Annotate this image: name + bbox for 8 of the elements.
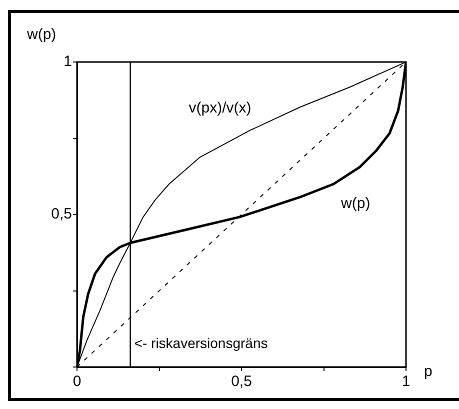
y-axis-title: w(p) (26, 26, 56, 44)
ref-line-label: <- riskaversionsgräns (134, 334, 268, 351)
x-tick-label: 0 (72, 373, 82, 390)
series-label: w(p) (340, 195, 370, 212)
x-tick-label: 0,5 (231, 373, 252, 390)
x-axis-title: p (424, 363, 432, 380)
x-tick-label: 1 (402, 373, 410, 390)
series-label: v(px)/v(x) (188, 99, 252, 116)
